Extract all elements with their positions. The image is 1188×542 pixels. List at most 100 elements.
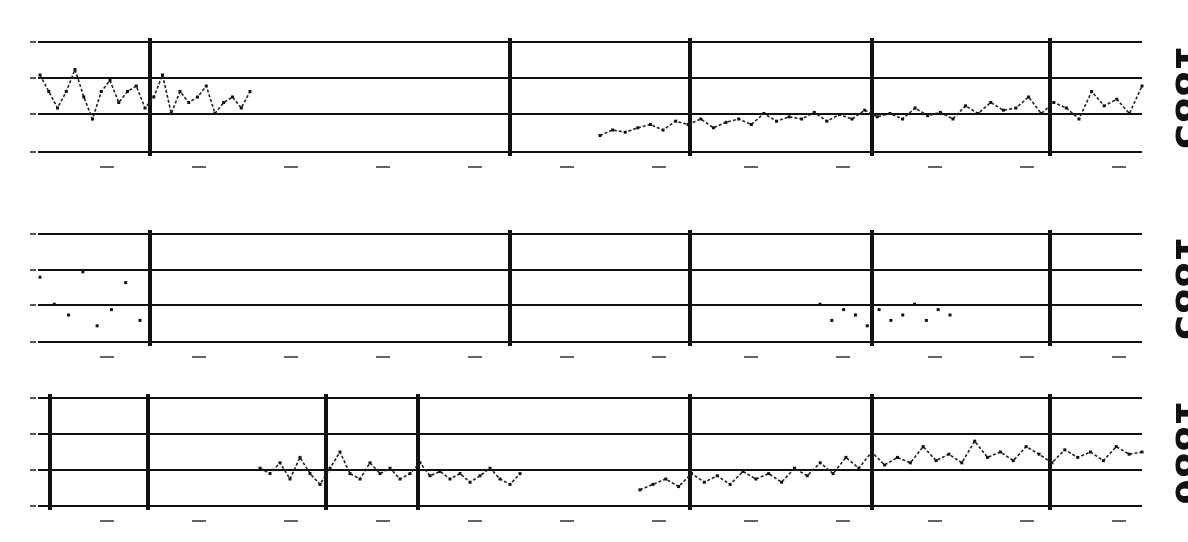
panel-top-series-1-point-12 bbox=[749, 123, 753, 126]
panel-bottom-series-1-line bbox=[639, 439, 1143, 491]
panel-top-series-1-point-30 bbox=[976, 112, 980, 115]
panel-top-series-1-point-8 bbox=[699, 117, 703, 121]
panel-middle-series-1-point-3 bbox=[853, 313, 857, 317]
panel-bottom-series-0-point-13 bbox=[388, 466, 392, 470]
panel-top-series-1-point-14 bbox=[774, 119, 778, 123]
panel-bottom-series-1-point-31 bbox=[1037, 452, 1041, 456]
panel-top-series-0-line bbox=[39, 67, 251, 122]
panel-bottom-series-0-point-23 bbox=[488, 466, 492, 470]
panel-middle-series-1-point-2 bbox=[842, 308, 846, 312]
panel-top-series-1-point-42 bbox=[1127, 112, 1131, 115]
panel-middle-series-0-point-7 bbox=[138, 318, 142, 322]
panel-bottom-series-1-point-11 bbox=[780, 480, 784, 484]
panel-bottom-series-1-point-26 bbox=[973, 439, 977, 443]
panel-top-series-1-point-41 bbox=[1115, 97, 1119, 101]
panel-top-series-1-point-32 bbox=[1001, 108, 1005, 112]
panel-top-series-0-point-16 bbox=[178, 90, 182, 93]
panel-bottom-series-1-point-28 bbox=[998, 450, 1002, 454]
panel-middle-year-label: 1885 bbox=[1167, 235, 1188, 341]
panel-bottom-series-1-point-38 bbox=[1127, 452, 1131, 456]
panel-top-series-1-point-33 bbox=[1014, 106, 1018, 110]
panel-bottom-series-0-point-2 bbox=[278, 461, 282, 465]
panel-top-series-1-point-43 bbox=[1140, 84, 1144, 88]
panel-bottom-series-0-point-14 bbox=[398, 477, 402, 481]
panel-bottom-series-0-point-26 bbox=[518, 472, 522, 476]
panel-bottom-series-0-point-1 bbox=[268, 472, 272, 476]
panel-bottom-series-1-point-36 bbox=[1101, 459, 1105, 463]
panel-bottom-series-1-point-39 bbox=[1140, 450, 1144, 454]
panel-bottom-series-0-point-0 bbox=[258, 466, 262, 470]
panel-top-series-1-point-37 bbox=[1064, 106, 1068, 110]
panel-bottom-series-0-point-15 bbox=[408, 472, 412, 476]
panel-middle-series-1-point-6 bbox=[889, 318, 893, 322]
panel-bottom-series-0-point-12 bbox=[378, 472, 382, 476]
panel-bottom-series-1-point-33 bbox=[1063, 448, 1067, 452]
panel-bottom-series-1-point-21 bbox=[908, 461, 912, 465]
panel-top-series-0-point-7 bbox=[99, 90, 103, 93]
panel-top-series-0-point-4 bbox=[73, 68, 77, 71]
panel-top-series-0-point-13 bbox=[152, 95, 156, 99]
panel-top-series-0-point-2 bbox=[56, 106, 59, 110]
panel-middle-series-1-point-5 bbox=[877, 308, 881, 312]
panel-bottom-series-1-point-1 bbox=[651, 482, 655, 486]
panel-bottom-series-0-point-6 bbox=[318, 482, 322, 486]
panel-top-series-0-point-1 bbox=[47, 90, 51, 93]
panel-top-series-1-point-23 bbox=[888, 112, 892, 115]
panel-bottom-series-1-point-2 bbox=[664, 477, 668, 481]
panel-bottom-series-0-point-4 bbox=[298, 455, 302, 459]
panel-top-series-1-point-38 bbox=[1077, 117, 1081, 121]
panel-top-series-0-point-8 bbox=[108, 79, 112, 82]
panel-top-series-1-point-27 bbox=[938, 110, 942, 114]
panel-bottom-series-0-point-10 bbox=[358, 477, 362, 481]
panel-bottom-series-0-point-25 bbox=[508, 482, 512, 486]
panel-top-series-0-point-24 bbox=[248, 90, 252, 93]
panel-top-series-1-point-20 bbox=[850, 117, 854, 121]
panel-bottom-series-0-point-21 bbox=[468, 480, 472, 484]
panel-bottom-year-label: 1886 bbox=[1167, 399, 1188, 505]
panel-middle-series-1-point-1 bbox=[830, 318, 834, 322]
panel-top-series-1-point-5 bbox=[661, 128, 665, 132]
panel-middle-series-1-point-7 bbox=[901, 313, 905, 317]
panel-middle-series-1-point-9 bbox=[924, 318, 928, 322]
panel-middle-series-0-point-2 bbox=[67, 313, 71, 317]
panel-bottom-series-1-point-34 bbox=[1076, 455, 1080, 459]
panel-bottom-series-1-point-29 bbox=[1011, 459, 1015, 463]
panel-top-series-1-point-16 bbox=[800, 117, 804, 121]
panel-bottom-series-0-point-16 bbox=[418, 461, 422, 465]
panel-bottom-series-1-point-16 bbox=[844, 455, 848, 459]
panel-bottom-series-1-point-22 bbox=[921, 445, 925, 449]
panel-top-series-1-point-21 bbox=[863, 108, 867, 112]
panel-top-series-1-point-7 bbox=[686, 123, 690, 126]
panel-middle-series-1-point-11 bbox=[948, 313, 952, 317]
panel-top-series-1-point-18 bbox=[825, 119, 829, 123]
panel-middle-series-0-point-3 bbox=[81, 270, 85, 274]
panel-bottom-series-0-point-11 bbox=[368, 461, 372, 465]
panel-top-series-1-point-36 bbox=[1052, 101, 1056, 104]
panel-bottom-series-1-point-10 bbox=[767, 472, 771, 476]
panel-middle-series-0-point-1 bbox=[52, 302, 56, 306]
panel-top-series-0-point-20 bbox=[213, 112, 217, 115]
panel-top-series-0-point-22 bbox=[231, 95, 234, 99]
panel-top-series-0-point-5 bbox=[82, 95, 86, 99]
panel-top-series-0-point-17 bbox=[187, 101, 191, 104]
panel-bottom-series-1-point-13 bbox=[805, 474, 809, 478]
panel-bottom-series-0-point-20 bbox=[458, 472, 462, 476]
panel-top-series-1-point-9 bbox=[711, 126, 715, 130]
panel-top-series-0-point-14 bbox=[161, 73, 164, 77]
panel-bottom-series-1-point-7 bbox=[728, 482, 732, 486]
panel-middle-series-1-point-8 bbox=[913, 302, 917, 306]
panel-bottom-series-1-point-9 bbox=[754, 477, 758, 481]
panel-top-year-label: 1885 bbox=[1167, 44, 1188, 150]
panel-top-series-1-point-28 bbox=[951, 117, 955, 121]
panel-top-series-1-point-35 bbox=[1039, 112, 1043, 115]
panel-top-series-1-point-31 bbox=[989, 101, 993, 104]
panel-top-series-1-point-1 bbox=[611, 128, 615, 132]
panel-bottom-series-1-point-24 bbox=[947, 452, 951, 456]
panel-top-series-1-point-13 bbox=[762, 112, 766, 115]
panel-top-series-1-point-24 bbox=[901, 117, 905, 121]
panel-bottom-series-0-point-7 bbox=[328, 466, 332, 470]
panel-bottom-series-1-point-27 bbox=[986, 455, 990, 459]
panel-top-series-0-point-6 bbox=[91, 117, 94, 121]
panel-bottom-series-0-point-24 bbox=[498, 477, 502, 481]
